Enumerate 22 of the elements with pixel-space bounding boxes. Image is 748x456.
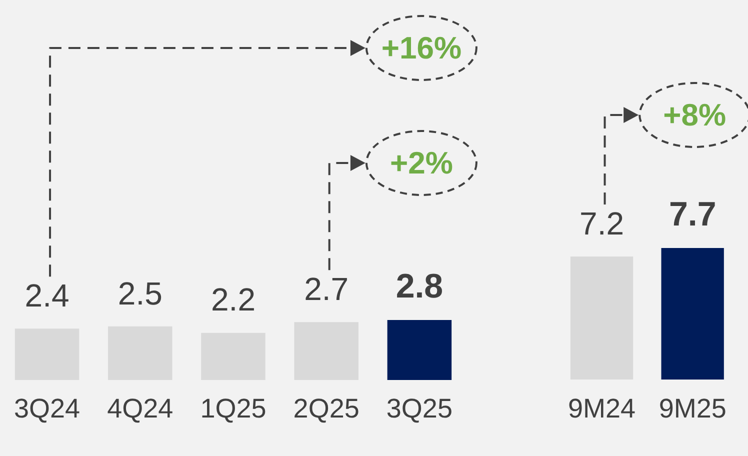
x-tick-label: 2Q25 bbox=[293, 394, 360, 424]
x-tick-label: 4Q24 bbox=[107, 394, 174, 424]
text: +16% bbox=[381, 30, 462, 66]
x-tick-label: 9M25 bbox=[658, 393, 726, 424]
data-label: 2.4 bbox=[24, 277, 70, 314]
data-label: 7.2 bbox=[580, 205, 624, 242]
x-tick-label: 1Q25 bbox=[200, 394, 266, 424]
data-label: 2.8 bbox=[396, 267, 444, 306]
bar bbox=[387, 320, 452, 380]
data-label: 2.2 bbox=[210, 282, 256, 318]
bar bbox=[201, 332, 266, 380]
x-tick-label: 9M24 bbox=[568, 393, 636, 424]
bar bbox=[294, 322, 358, 380]
bar bbox=[108, 326, 172, 380]
text: +2% bbox=[390, 146, 453, 181]
bar bbox=[14, 328, 80, 380]
data-label: 2.5 bbox=[118, 275, 162, 312]
data-label: 2.7 bbox=[304, 270, 349, 307]
data-label: 7.7 bbox=[668, 195, 716, 234]
x-tick-label: 3Q24 bbox=[14, 394, 80, 424]
text: +8% bbox=[663, 98, 726, 133]
x-tick-label: 3Q25 bbox=[386, 394, 452, 424]
